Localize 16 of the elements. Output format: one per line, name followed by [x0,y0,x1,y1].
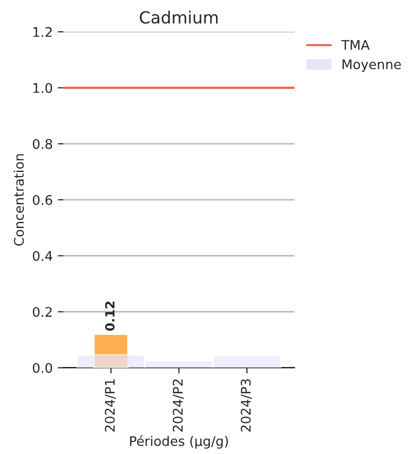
y-tick-label: 0.8 [32,138,52,149]
legend-label: Moyenne [342,59,401,72]
y-axis-title: Concentration [14,154,24,246]
y-tick-label: 0.2 [32,306,52,317]
y-tick-label: 1.0 [33,82,52,93]
y-tick-label: 0.4 [32,250,52,261]
x-axis-title: Périodes (µg/g) [130,435,228,449]
y-tick-label: 1.2 [33,27,52,37]
x-tick-label: 2024/P3 [240,379,252,432]
chart-title: Cadmium [140,10,218,24]
data-label: 0.12 [105,302,115,331]
y-tick-label: 0.6 [32,194,52,205]
y-tick-label: 0.0 [32,362,52,373]
legend-label: TMA [341,40,370,50]
x-tick-label: 2024/P1 [104,379,116,432]
x-tick-label: 2024/P2 [172,379,184,432]
